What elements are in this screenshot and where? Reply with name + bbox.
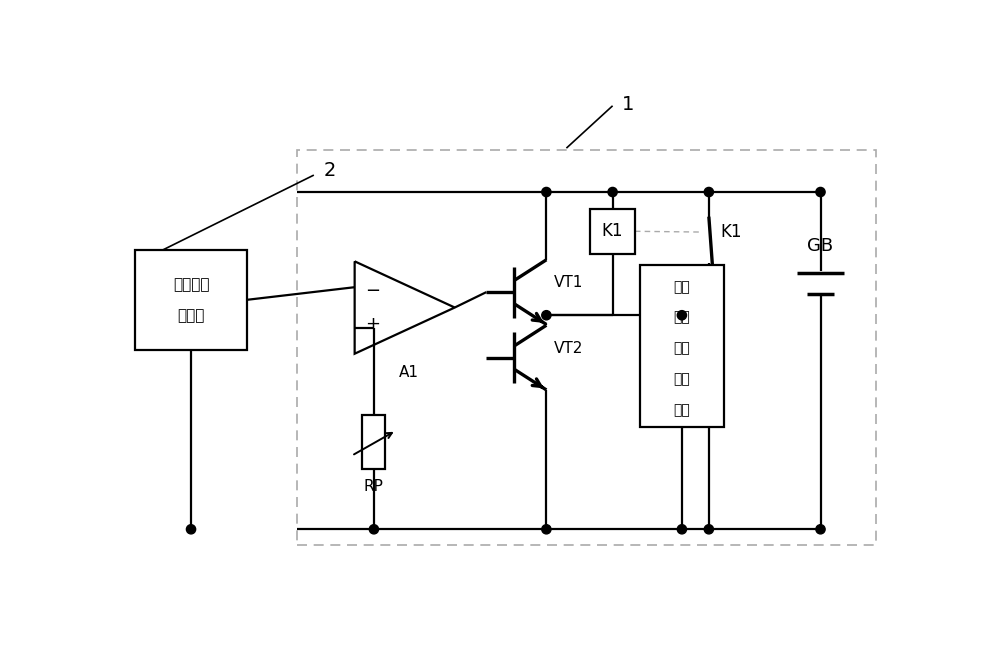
Circle shape bbox=[369, 525, 379, 534]
Circle shape bbox=[704, 525, 713, 534]
Circle shape bbox=[608, 187, 617, 196]
Text: 电路: 电路 bbox=[674, 372, 690, 386]
FancyBboxPatch shape bbox=[640, 265, 724, 427]
Text: −: − bbox=[365, 282, 380, 300]
FancyBboxPatch shape bbox=[135, 250, 247, 350]
Text: 控制: 控制 bbox=[674, 311, 690, 325]
Text: 2: 2 bbox=[324, 161, 336, 180]
Circle shape bbox=[542, 311, 551, 320]
Circle shape bbox=[816, 525, 825, 534]
Text: VT2: VT2 bbox=[554, 341, 583, 356]
Circle shape bbox=[542, 187, 551, 196]
Text: RP: RP bbox=[364, 479, 384, 493]
Text: GB: GB bbox=[807, 237, 834, 255]
Circle shape bbox=[542, 525, 551, 534]
Text: 信号强度: 信号强度 bbox=[173, 277, 209, 292]
Text: VT1: VT1 bbox=[554, 275, 583, 290]
Text: +: + bbox=[365, 315, 380, 334]
Text: 检测仪: 检测仪 bbox=[177, 307, 205, 323]
Text: 模式: 模式 bbox=[674, 342, 690, 355]
Circle shape bbox=[704, 187, 713, 196]
Text: 1: 1 bbox=[622, 95, 634, 114]
Circle shape bbox=[677, 525, 687, 534]
Text: 单元: 单元 bbox=[674, 403, 690, 417]
FancyBboxPatch shape bbox=[590, 209, 635, 254]
Circle shape bbox=[677, 311, 687, 320]
Text: K1: K1 bbox=[602, 222, 623, 240]
Text: K1: K1 bbox=[720, 223, 742, 241]
Text: A1: A1 bbox=[399, 365, 419, 380]
Text: 自主: 自主 bbox=[674, 280, 690, 294]
Circle shape bbox=[186, 525, 196, 534]
Circle shape bbox=[816, 187, 825, 196]
FancyBboxPatch shape bbox=[362, 415, 385, 469]
